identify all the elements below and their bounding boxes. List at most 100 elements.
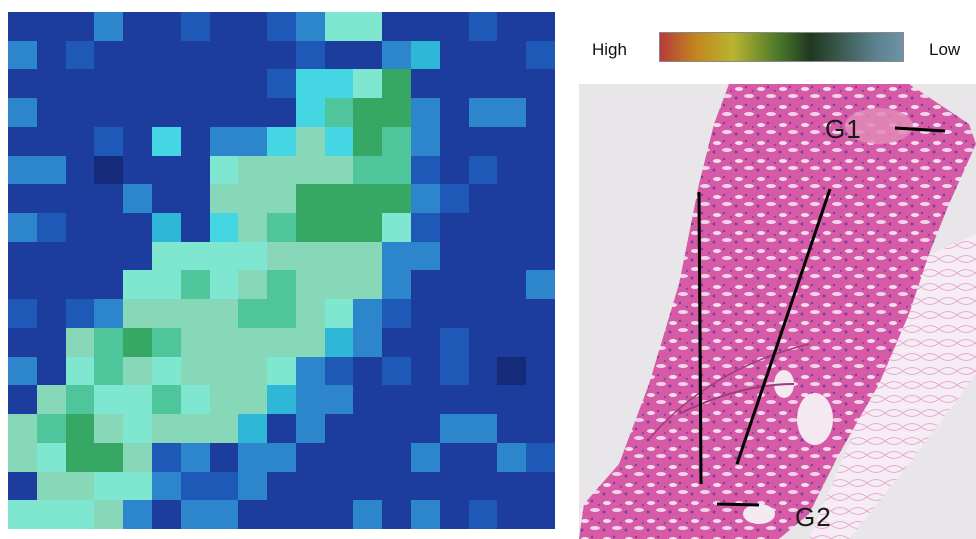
heatmap-cell bbox=[209, 270, 239, 300]
heatmap-cell bbox=[238, 327, 268, 357]
heatmap-cell bbox=[94, 98, 124, 127]
legend-high-label: High bbox=[592, 40, 627, 59]
heatmap-cell bbox=[468, 327, 498, 357]
heatmap-cell bbox=[382, 241, 412, 271]
heatmap-cell bbox=[468, 126, 498, 156]
heatmap-cell bbox=[411, 356, 440, 386]
heatmap-cell bbox=[36, 385, 66, 415]
heatmap-cell bbox=[209, 213, 239, 242]
heatmap-cell bbox=[65, 184, 95, 214]
heatmap-cell bbox=[382, 270, 412, 300]
heatmap-cell bbox=[497, 500, 527, 529]
heatmap-cell bbox=[209, 184, 239, 214]
heatmap-cell bbox=[238, 126, 268, 156]
heatmap-cell bbox=[94, 12, 124, 41]
heatmap-cell bbox=[497, 213, 527, 242]
heatmap-cell bbox=[36, 471, 66, 501]
heatmap-cell bbox=[526, 69, 555, 99]
heatmap-cell bbox=[209, 299, 239, 328]
heatmap-cell bbox=[123, 184, 152, 214]
heatmap-cell bbox=[468, 356, 498, 386]
heatmap-cell bbox=[36, 213, 66, 242]
heatmap-cell bbox=[238, 270, 268, 300]
heatmap-cell bbox=[267, 12, 296, 41]
heatmap-cell bbox=[295, 414, 325, 443]
heatmap-cell bbox=[267, 241, 296, 271]
heatmap-cell bbox=[468, 12, 498, 41]
heatmap-cell bbox=[65, 12, 95, 41]
heatmap-cell bbox=[411, 12, 440, 41]
heatmap-cell bbox=[151, 270, 181, 300]
heatmap-cell bbox=[238, 500, 268, 529]
heatmap-cell bbox=[353, 12, 383, 41]
heatmap-cell bbox=[36, 241, 66, 271]
heatmap-cell bbox=[295, 98, 325, 127]
heatmap-cell bbox=[65, 69, 95, 99]
heatmap-cell bbox=[411, 327, 440, 357]
g1-marker-line bbox=[894, 126, 946, 133]
heatmap-cell bbox=[497, 442, 527, 472]
heatmap-cell bbox=[267, 327, 296, 357]
heatmap-cell bbox=[36, 442, 66, 472]
heatmap-cell bbox=[439, 385, 469, 415]
heatmap-cell bbox=[267, 69, 296, 99]
heatmap-cell bbox=[209, 442, 239, 472]
heatmap-cell bbox=[151, 213, 181, 242]
heatmap-cell bbox=[8, 213, 37, 242]
heatmap-cell bbox=[411, 442, 440, 472]
heatmap-cell bbox=[151, 327, 181, 357]
heatmap-cell bbox=[324, 385, 354, 415]
heatmap-cell bbox=[468, 442, 498, 472]
heatmap-cell bbox=[439, 241, 469, 271]
heatmap-cell bbox=[324, 471, 354, 501]
heatmap-cell bbox=[8, 270, 37, 300]
heatmap-cell bbox=[180, 155, 210, 185]
heatmap-cell bbox=[123, 442, 152, 472]
heatmap-cell bbox=[411, 385, 440, 415]
heatmap-cell bbox=[324, 299, 354, 328]
heatmap-cell bbox=[353, 155, 383, 185]
heatmap-cell bbox=[238, 299, 268, 328]
heatmap-cell bbox=[180, 270, 210, 300]
heatmap-cell bbox=[497, 40, 527, 70]
heatmap-cell bbox=[180, 500, 210, 529]
heatmap-cell bbox=[295, 356, 325, 386]
heatmap-cell bbox=[123, 270, 152, 300]
heatmap-cell bbox=[439, 126, 469, 156]
heatmap-cell bbox=[151, 69, 181, 99]
heatmap-cell bbox=[36, 98, 66, 127]
heatmap-cell bbox=[8, 69, 37, 99]
heatmap-cell bbox=[526, 327, 555, 357]
heatmap-cell bbox=[180, 241, 210, 271]
heatmap-cell bbox=[65, 385, 95, 415]
heatmap-cell bbox=[468, 184, 498, 214]
heatmap-cell bbox=[94, 69, 124, 99]
heatmap-cell bbox=[94, 500, 124, 529]
heatmap-cell bbox=[151, 414, 181, 443]
heatmap-cell bbox=[526, 385, 555, 415]
heatmap-cell bbox=[267, 155, 296, 185]
heatmap-cell bbox=[324, 126, 354, 156]
heatmap-cell bbox=[151, 299, 181, 328]
heatmap-cell bbox=[36, 299, 66, 328]
heatmap-cell bbox=[295, 385, 325, 415]
heatmap-cell bbox=[353, 442, 383, 472]
heatmap-cell bbox=[353, 270, 383, 300]
heatmap-cell bbox=[123, 12, 152, 41]
heatmap-cell bbox=[209, 471, 239, 501]
heatmap-cell bbox=[65, 356, 95, 386]
heatmap-cell bbox=[468, 414, 498, 443]
heatmap-cell bbox=[353, 98, 383, 127]
heatmap-cell bbox=[8, 40, 37, 70]
heatmap-cell bbox=[411, 184, 440, 214]
heatmap-cell bbox=[180, 299, 210, 328]
heatmap-cell bbox=[94, 241, 124, 271]
heatmap-cell bbox=[295, 270, 325, 300]
heatmap-cell bbox=[36, 327, 66, 357]
heatmap-cell bbox=[94, 356, 124, 386]
heatmap-cell bbox=[94, 155, 124, 185]
heatmap-cell bbox=[497, 270, 527, 300]
heatmap-cell bbox=[353, 471, 383, 501]
heatmap-cell bbox=[382, 184, 412, 214]
heatmap-cell bbox=[382, 327, 412, 357]
